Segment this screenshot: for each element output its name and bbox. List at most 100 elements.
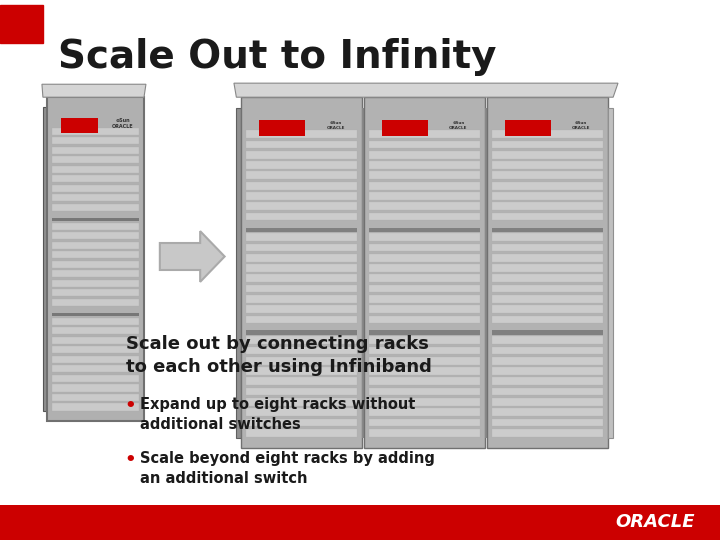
Bar xyxy=(505,120,551,136)
Bar xyxy=(369,161,480,169)
Bar xyxy=(492,227,603,232)
Bar xyxy=(246,264,357,272)
Bar xyxy=(492,377,603,385)
Bar xyxy=(492,264,603,272)
Bar xyxy=(246,408,357,416)
Bar xyxy=(246,244,357,251)
Bar xyxy=(246,161,357,169)
Bar xyxy=(369,213,480,220)
Bar xyxy=(52,128,139,135)
Bar xyxy=(0,505,720,540)
Bar xyxy=(52,271,139,278)
Bar xyxy=(52,327,139,334)
Bar xyxy=(369,227,480,232)
Bar xyxy=(492,295,603,303)
Bar xyxy=(369,182,480,190)
Bar xyxy=(52,176,139,183)
Bar xyxy=(492,202,603,210)
Bar xyxy=(52,223,139,230)
Bar xyxy=(492,130,603,138)
Bar xyxy=(52,147,139,154)
Bar xyxy=(52,204,139,211)
Bar xyxy=(492,233,603,241)
Text: ⊕Sun
ORACLE: ⊕Sun ORACLE xyxy=(112,118,133,129)
Bar xyxy=(608,108,613,437)
Bar xyxy=(246,418,357,426)
Bar xyxy=(236,108,241,437)
Bar xyxy=(52,251,139,259)
Bar xyxy=(382,120,428,136)
Bar xyxy=(246,227,357,232)
Bar xyxy=(246,192,357,200)
Bar xyxy=(369,377,480,385)
Bar xyxy=(369,130,480,138)
Bar xyxy=(246,347,357,354)
Bar xyxy=(246,182,357,190)
Bar xyxy=(52,313,139,316)
Bar xyxy=(52,346,139,354)
Bar xyxy=(246,274,357,282)
Bar xyxy=(52,137,139,144)
Bar xyxy=(0,5,43,43)
Polygon shape xyxy=(234,83,618,97)
Bar xyxy=(369,336,480,344)
Bar xyxy=(369,264,480,272)
Text: •: • xyxy=(125,397,136,415)
Bar xyxy=(369,254,480,261)
Bar xyxy=(492,429,603,437)
Bar xyxy=(369,357,480,364)
Bar xyxy=(246,398,357,406)
Bar xyxy=(246,367,357,375)
Bar xyxy=(246,357,357,364)
Bar xyxy=(492,418,603,426)
Bar xyxy=(487,97,608,448)
Bar xyxy=(52,403,139,410)
Bar xyxy=(246,388,357,395)
Bar xyxy=(241,97,362,448)
Bar xyxy=(52,384,139,391)
Bar xyxy=(52,299,139,306)
Bar xyxy=(246,130,357,138)
Bar xyxy=(52,318,139,325)
Bar xyxy=(369,305,480,313)
Bar xyxy=(246,202,357,210)
Bar xyxy=(362,108,364,437)
Bar xyxy=(259,120,305,136)
Bar xyxy=(492,161,603,169)
Bar xyxy=(492,398,603,406)
Bar xyxy=(492,274,603,282)
Bar xyxy=(246,213,357,220)
Bar xyxy=(52,337,139,344)
Bar xyxy=(52,242,139,249)
Bar xyxy=(492,140,603,148)
Bar xyxy=(369,408,480,416)
Bar xyxy=(246,330,357,335)
Bar xyxy=(369,367,480,375)
Bar xyxy=(246,285,357,293)
Bar xyxy=(47,97,144,421)
Bar xyxy=(52,289,139,296)
Bar xyxy=(369,140,480,148)
Bar xyxy=(52,185,139,192)
Bar xyxy=(61,118,99,133)
Bar xyxy=(52,356,139,363)
Bar xyxy=(369,347,480,354)
Bar xyxy=(492,254,603,261)
Bar xyxy=(52,394,139,401)
Bar xyxy=(246,254,357,261)
Bar xyxy=(369,172,480,179)
Bar xyxy=(246,172,357,179)
Bar xyxy=(246,305,357,313)
Bar xyxy=(492,316,603,323)
Bar xyxy=(246,151,357,159)
Text: Scale beyond eight racks by adding
an additional switch: Scale beyond eight racks by adding an ad… xyxy=(140,451,436,485)
Text: Expand up to eight racks without
additional switches: Expand up to eight racks without additio… xyxy=(140,397,415,431)
Bar xyxy=(364,97,485,448)
Bar xyxy=(492,285,603,293)
Bar xyxy=(492,151,603,159)
Bar xyxy=(369,316,480,323)
Bar xyxy=(369,295,480,303)
Bar xyxy=(485,108,487,437)
Bar xyxy=(246,295,357,303)
Bar xyxy=(52,261,139,268)
